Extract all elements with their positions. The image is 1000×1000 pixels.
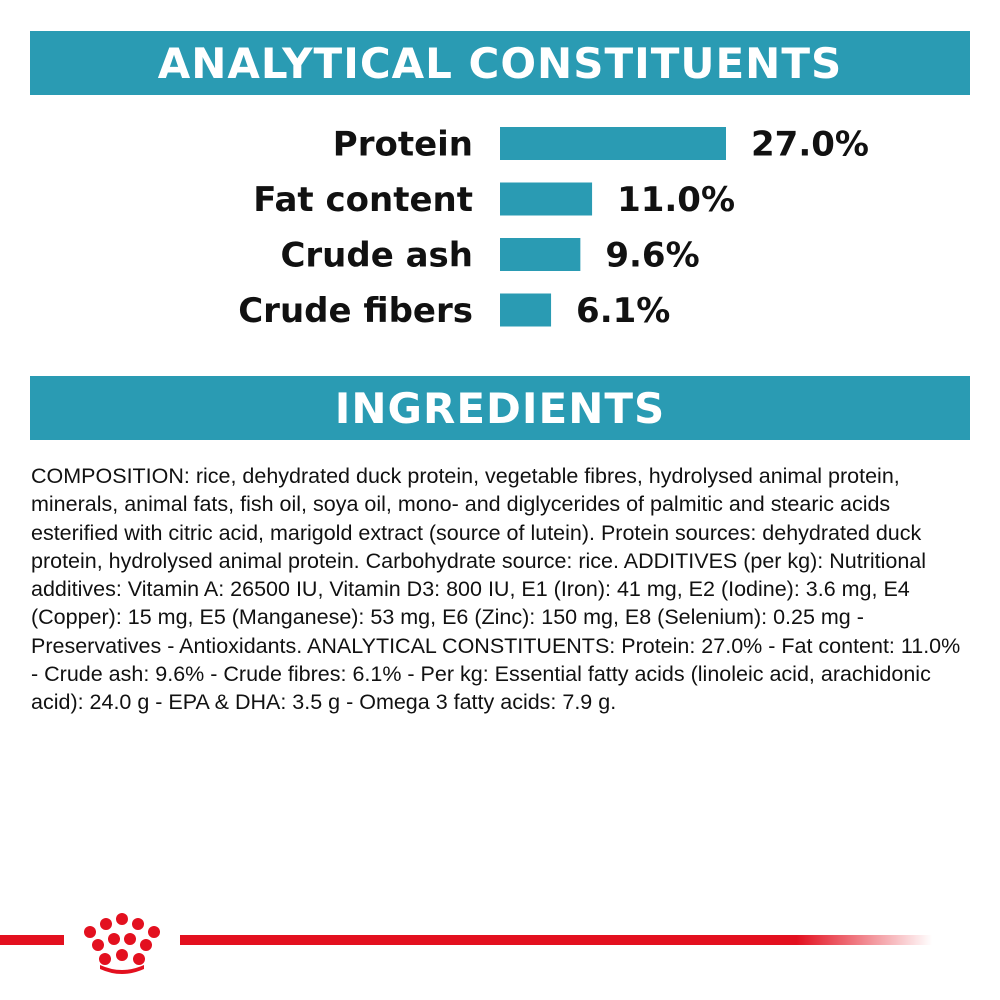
ingredients-banner: INGREDIENTS <box>30 376 970 440</box>
ingredients-title: INGREDIENTS <box>334 383 666 433</box>
bar-protein <box>500 127 726 160</box>
category-label-crude-ash: Crude ash <box>280 236 473 276</box>
red-line-right <box>180 935 932 945</box>
value-label-crude-fibers: 6.1% <box>576 291 670 331</box>
category-label-fat-content: Fat content <box>253 180 473 220</box>
value-label-crude-ash: 9.6% <box>605 236 699 276</box>
composition-text: COMPOSITION: rice, dehydrated duck prote… <box>31 464 961 715</box>
crown-icon <box>84 913 160 974</box>
analytical-constituents-chart: Protein 27.0% Fat content 11.0% Crude ash 9.6… <box>238 125 869 332</box>
value-label-protein: 27.0% <box>751 125 869 165</box>
value-label-fat-content: 11.0% <box>617 180 735 220</box>
bar-fat-content <box>500 182 593 216</box>
analytical-constituents-banner: ANALYTICAL CONSTITUENTS <box>30 31 970 95</box>
bar-crude-ash <box>500 238 581 271</box>
category-label-protein: Protein <box>333 125 473 165</box>
bar-crude-fibers <box>500 293 552 327</box>
analytical-constituents-title: ANALYTICAL CONSTITUENTS <box>157 38 843 88</box>
category-label-crude-fibers: Crude fibers <box>238 291 473 331</box>
red-line-left <box>0 935 64 945</box>
brand-footer <box>0 913 932 974</box>
